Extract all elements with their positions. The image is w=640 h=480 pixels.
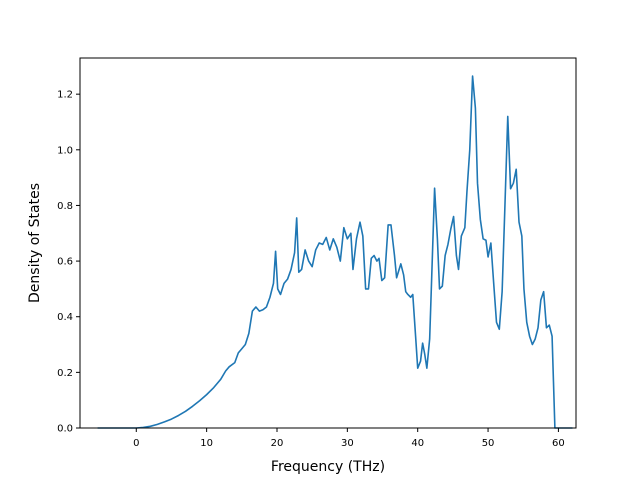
y-axis-label: Density of States (27, 183, 43, 303)
y-axis-ticks: 0.0 0.2 0.4 0.6 0.8 1.0 1.2 (57, 90, 80, 435)
y-tick-label: 1.0 (57, 145, 73, 156)
y-tick-label: 1.2 (57, 90, 73, 101)
x-axis-ticks: 0 10 20 30 40 50 60 (133, 428, 565, 449)
axes-frame (79, 57, 577, 429)
y-tick-label: 0.4 (57, 312, 73, 323)
series-line-0 (97, 75, 573, 429)
y-tick-label: 0.8 (57, 201, 73, 212)
y-tick-label: 0.2 (57, 368, 73, 379)
x-tick-label: 10 (200, 438, 213, 449)
x-tick-label: 60 (552, 438, 565, 449)
x-tick-label: 20 (271, 438, 284, 449)
y-tick-label: 0.0 (57, 424, 73, 435)
series-layer (97, 75, 573, 429)
x-axis-label: Frequency (THz) (271, 459, 385, 475)
x-tick-label: 40 (411, 438, 424, 449)
y-tick-label: 0.6 (57, 257, 73, 268)
x-tick-label: 0 (133, 438, 139, 449)
x-tick-label: 30 (341, 438, 354, 449)
x-tick-label: 50 (482, 438, 495, 449)
